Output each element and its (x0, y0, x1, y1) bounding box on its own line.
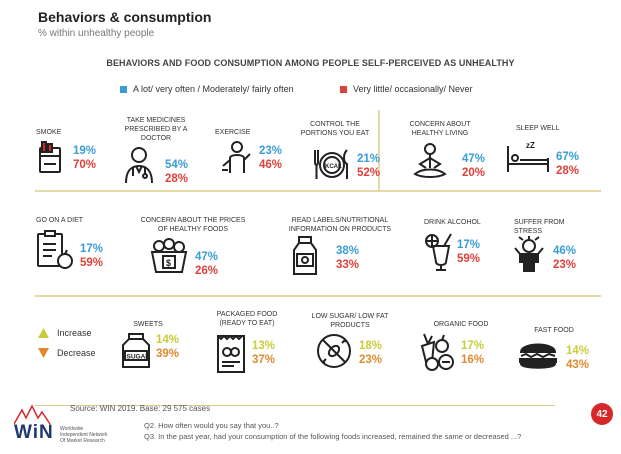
behavior-rarely-prices: 26% (195, 265, 219, 277)
stress-icon (514, 236, 544, 272)
cigarette-pack-icon (38, 140, 62, 174)
decrease-triangle-icon (38, 348, 49, 358)
food-increase-packaged: 13% (252, 340, 276, 352)
footer-divider (35, 405, 555, 406)
bed-icon: zZ (506, 138, 550, 174)
legend-often-swatch (120, 85, 127, 93)
diet-clipboard-icon (36, 230, 74, 270)
sugar-jar-icon: SUGAR (120, 333, 152, 369)
behavior-rarely-sleep: 28% (556, 165, 580, 177)
cocktail-icon (424, 232, 454, 272)
page-subtitle: % within unhealthy people (38, 28, 155, 39)
doctor-icon (124, 146, 154, 184)
logo-sub-line-2: Independent Network (60, 432, 108, 438)
behavior-label-stress: SUFFER FROM STRESS (514, 219, 565, 235)
legend-rarely: Very little/ occasionally/ Never (340, 84, 473, 94)
page-title: Behaviors & consumption (38, 9, 212, 25)
behavior-rarely-alcohol: 59% (457, 253, 481, 265)
price-basket-icon: $ (150, 238, 188, 274)
runner-icon (220, 140, 254, 174)
legend-often-label: A lot/ very often / Moderately/ fairly o… (133, 84, 294, 94)
packaged-food-icon (216, 334, 246, 374)
vegetables-icon (418, 332, 458, 372)
behavior-label-prices: CONCERN ABOUT THE PRICES OF HEALTHY FOOD… (140, 217, 246, 233)
food-label-organic: ORGANIC FOOD (433, 321, 489, 328)
svg-text:zZ: zZ (526, 141, 535, 150)
kcal-plate-icon: KCAL (312, 146, 350, 182)
food-increase-fast-food: 14% (566, 345, 590, 357)
behavior-often-sleep: 67% (556, 151, 580, 163)
logo-subtitle: Worldwide Independent Network Of Market … (60, 426, 108, 444)
food-decrease-fast-food: 43% (566, 359, 590, 371)
win-logo (13, 404, 58, 431)
legend-often: A lot/ very often / Moderately/ fairly o… (120, 84, 294, 94)
col-divider (378, 110, 380, 190)
food-decrease-sweets: 39% (156, 348, 180, 360)
behavior-label-smoke: SMOKE (36, 129, 62, 136)
behavior-often-medicines: 54% (165, 159, 189, 171)
logo-wordmark: WiN (14, 422, 54, 443)
behavior-often-read-labels: 38% (336, 245, 360, 257)
svg-text:$: $ (166, 258, 171, 268)
behavior-label-read-labels: READ LABELS/NUTRITIONAL INFORMATION ON P… (288, 217, 392, 233)
increase-triangle-icon (38, 328, 49, 338)
page-number-badge: 42 (591, 403, 613, 425)
behavior-rarely-medicines: 28% (165, 173, 189, 185)
food-increase-low-sugar: 18% (359, 340, 383, 352)
food-increase-sweets: 14% (156, 334, 180, 346)
row-divider-2 (35, 295, 601, 297)
behavior-rarely-smoke: 70% (73, 159, 97, 171)
behavior-label-alcohol: DRINK ALCOHOL (424, 219, 481, 226)
meditation-icon (412, 142, 448, 180)
behavior-often-stress: 46% (553, 245, 577, 257)
legend-rarely-label: Very little/ occasionally/ Never (353, 84, 473, 94)
label-bottle-icon (290, 236, 320, 276)
svg-text:SUGAR: SUGAR (127, 354, 151, 361)
behavior-rarely-stress: 23% (553, 259, 577, 271)
behavior-label-healthy-living: CONCERN ABOUT HEALTHY LIVING (409, 121, 471, 137)
food-label-sweets: SWEETS (133, 321, 163, 328)
behavior-rarely-portions: 52% (357, 167, 381, 179)
food-decrease-low-sugar: 23% (359, 354, 383, 366)
food-label-packaged: PACKAGED FOOD (READY TO EAT) (216, 311, 278, 327)
food-label-low-sugar: LOW SUGAR/ LOW FAT PRODUCTS (311, 313, 389, 329)
behavior-often-prices: 47% (195, 251, 219, 263)
legend-increase-label: Increase (57, 328, 92, 338)
burger-icon (518, 340, 558, 370)
behavior-often-smoke: 19% (73, 145, 97, 157)
footer-source: Source: WIN 2019. Base: 29 575 cases (70, 404, 211, 413)
behavior-rarely-healthy-living: 20% (462, 167, 486, 179)
no-candy-icon (315, 332, 353, 370)
svg-text:KCAL: KCAL (325, 164, 342, 170)
behavior-often-portions: 21% (357, 153, 381, 165)
behavior-often-diet: 17% (80, 243, 104, 255)
behavior-label-diet: GO ON A DIET (36, 217, 84, 224)
behavior-label-sleep: SLEEP WELL (516, 125, 560, 132)
logo-graphic-icon (13, 404, 51, 425)
behavior-label-exercise: EXERCISE (215, 129, 251, 136)
footer-question-2: Q2. How often would you say that you..? (144, 421, 279, 430)
legend-rarely-swatch (340, 85, 347, 93)
behavior-label-medicines: TAKE MEDICINES PRESCRIBED BY A DOCTOR (124, 117, 188, 142)
behavior-rarely-diet: 59% (80, 257, 104, 269)
behavior-rarely-exercise: 46% (259, 159, 283, 171)
behavior-label-portions: CONTROL THE PORTIONS YOU EAT (300, 121, 370, 137)
row-divider-1 (35, 190, 601, 192)
legend-decrease-label: Decrease (57, 348, 96, 358)
legend-decrease: Decrease (38, 348, 96, 358)
behavior-rarely-read-labels: 33% (336, 259, 360, 271)
footer-question-3: Q3. In the past year, had your consumpti… (144, 432, 522, 441)
behavior-often-healthy-living: 47% (462, 153, 486, 165)
logo-sub-line-1: Worldwide (60, 426, 84, 432)
section-title: BEHAVIORS AND FOOD CONSUMPTION AMONG PEO… (106, 58, 515, 68)
food-label-fast-food: FAST FOOD (534, 327, 574, 334)
behavior-often-alcohol: 17% (457, 239, 481, 251)
food-increase-organic: 17% (461, 340, 485, 352)
behavior-often-exercise: 23% (259, 145, 283, 157)
food-decrease-organic: 16% (461, 354, 485, 366)
legend-increase: Increase (38, 328, 92, 338)
logo-sub-line-3: Of Market Research (60, 438, 105, 444)
food-decrease-packaged: 37% (252, 354, 276, 366)
